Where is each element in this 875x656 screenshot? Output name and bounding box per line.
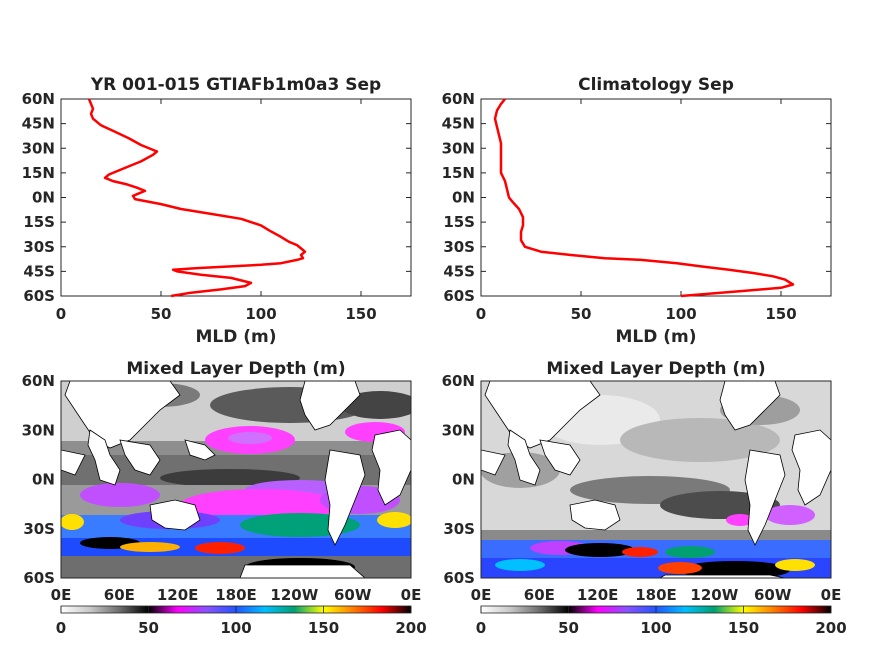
map-x-tick-label: 60W: [754, 586, 792, 604]
x-tick-label: 0: [476, 305, 486, 323]
map-y-tick-label: 30N: [22, 421, 55, 439]
x-tick-label: 100: [665, 305, 696, 323]
x-tick-label: 150: [345, 305, 376, 323]
y-tick-label: 60S: [443, 287, 475, 305]
colorbar-tick-label: 50: [138, 619, 159, 637]
y-tick-label: 45N: [22, 115, 55, 133]
map-x-tick-label: 120E: [157, 586, 199, 604]
y-tick-label: 60S: [23, 287, 55, 305]
map-1-frame: [60, 380, 412, 579]
panel-1-xticks: 0 50 100 150: [56, 99, 377, 323]
panel-2-xlabel: MLD (m): [615, 327, 696, 347]
colorbar-tick-label: 0: [476, 619, 486, 637]
map-x-tick-label: 0E: [51, 586, 72, 604]
colorbar-tick-label: 50: [558, 619, 579, 637]
panel-profile-model: YR 001-015 GTIAFb1m0a3 Sep 0 50 100 150 60N…: [22, 75, 412, 347]
panel-3-title: Mixed Layer Depth (m): [126, 359, 345, 379]
map-2-xticks: 0E 60E 120E 180E 120W 60W 0E: [471, 586, 842, 604]
y-tick-label: 15S: [23, 213, 55, 231]
map-x-tick-label: 180E: [635, 586, 677, 604]
x-tick-label: 150: [765, 305, 796, 323]
panel-2-series-line: [493, 98, 795, 298]
panel-map-model: Mixed Layer Depth (m): [22, 359, 427, 637]
map-y-tick-label: 0N: [452, 471, 475, 489]
colorbar-tick-label: 200: [395, 619, 426, 637]
map-y-tick-label: 60S: [23, 569, 55, 587]
y-tick-label: 45S: [23, 262, 55, 280]
x-tick-label: 50: [571, 305, 592, 323]
map-2-field: [481, 381, 831, 578]
panel-profile-climatology: Climatology Sep 0 50 100 150 60N 45N 30N 15N 0N…: [442, 75, 832, 347]
panel-map-climatology: Mixed Layer Depth (m): [442, 359, 847, 637]
map-y-tick-label: 30N: [442, 421, 475, 439]
y-tick-label: 45S: [443, 262, 475, 280]
panel-1-series-line: [87, 98, 307, 298]
panel-1-yticks: 60N 45N 30N 15N 0N 15S 30S 45S 60S: [22, 90, 411, 305]
y-tick-label: 15N: [22, 164, 55, 182]
panel-4-title: Mixed Layer Depth (m): [546, 359, 765, 379]
panel-2-title: Climatology Sep: [578, 75, 734, 95]
colorbar-tick-label: 200: [815, 619, 846, 637]
map-1-xticks: 0E 60E 120E 180E 120W 60W 0E: [51, 586, 422, 604]
y-tick-label: 30N: [442, 139, 475, 157]
map-y-tick-label: 30S: [443, 520, 475, 538]
map-x-tick-label: 60E: [104, 586, 135, 604]
colorbar-tick-label: 150: [308, 619, 339, 637]
map-x-tick-label: 0E: [401, 586, 422, 604]
y-tick-label: 0N: [452, 189, 475, 207]
colorbar-tick-label: 0: [56, 619, 66, 637]
y-tick-label: 60N: [442, 90, 475, 108]
map-x-tick-label: 180E: [215, 586, 257, 604]
map-1-yticks: 60N 30N 0N 30S 60S: [22, 372, 55, 587]
map-y-tick-label: 0N: [32, 471, 55, 489]
y-tick-label: 45N: [442, 115, 475, 133]
map-x-tick-label: 60W: [334, 586, 372, 604]
map-y-tick-label: 60S: [443, 569, 475, 587]
colorbar-tick-label: 100: [640, 619, 671, 637]
map-x-tick-label: 0E: [821, 586, 842, 604]
y-tick-label: 0N: [32, 189, 55, 207]
map-x-tick-label: 120W: [270, 586, 318, 604]
panel-1-title: YR 001-015 GTIAFb1m0a3 Sep: [90, 75, 381, 95]
map-y-tick-label: 30S: [23, 520, 55, 538]
map-x-tick-label: 60E: [524, 586, 555, 604]
colorbar-2: 0 50 100 150 200: [476, 605, 847, 637]
map-y-tick-label: 60N: [22, 372, 55, 390]
panel-2-yticks: 60N 45N 30N 15N 0N 15S 30S 45S 60S: [442, 90, 831, 305]
y-tick-label: 15N: [442, 164, 475, 182]
map-1-field: [61, 381, 411, 578]
y-tick-label: 30S: [443, 238, 475, 256]
colorbar-tick-label: 150: [728, 619, 759, 637]
panel-2-axes: [480, 98, 832, 297]
x-tick-label: 50: [151, 305, 172, 323]
map-y-tick-label: 60N: [442, 372, 475, 390]
y-tick-label: 60N: [22, 90, 55, 108]
map-2-yticks: 60N 30N 0N 30S 60S: [442, 372, 475, 587]
colorbar-tick-label: 100: [220, 619, 251, 637]
y-tick-label: 30S: [23, 238, 55, 256]
map-2-frame: [480, 380, 832, 579]
map-x-tick-label: 120W: [690, 586, 738, 604]
map-x-tick-label: 0E: [471, 586, 492, 604]
map-x-tick-label: 120E: [577, 586, 619, 604]
colorbar-1: 0 50 100 150 200: [56, 605, 427, 637]
y-tick-label: 30N: [22, 139, 55, 157]
x-tick-label: 100: [245, 305, 276, 323]
x-tick-label: 0: [56, 305, 66, 323]
panel-1-xlabel: MLD (m): [195, 327, 276, 347]
y-tick-label: 15S: [443, 213, 475, 231]
panel-2-xticks: 0 50 100 150: [476, 99, 797, 323]
